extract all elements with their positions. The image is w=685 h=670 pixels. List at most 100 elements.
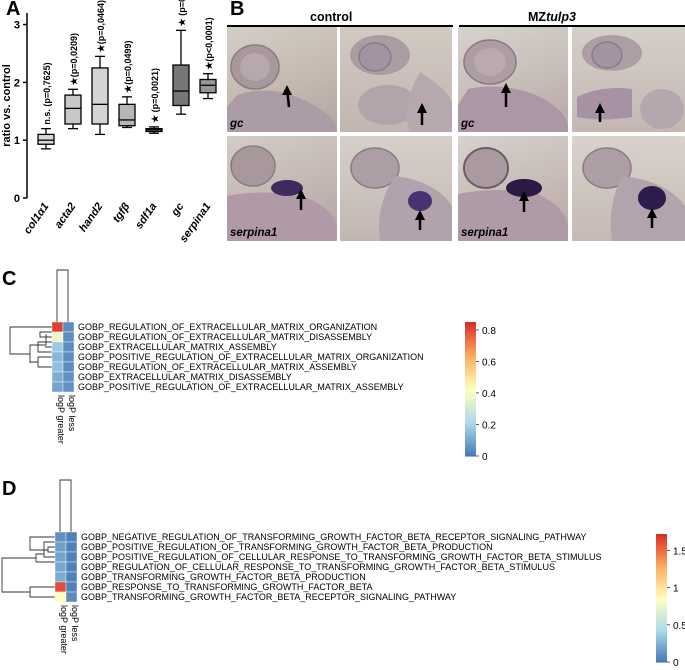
- colorbar-segment: [465, 359, 476, 363]
- colorbar-segment: [656, 621, 667, 625]
- significance-annotation: ★(p<0,0001): [204, 17, 214, 69]
- colorbar-segment: [656, 598, 667, 601]
- colorbar-segment: [656, 559, 667, 563]
- column-label: logP less: [67, 395, 77, 432]
- colorbar-segment: [656, 602, 667, 605]
- colorbar-segment: [465, 397, 476, 401]
- row-label: GOBP_RESPONSE_TO_TRANSFORMING_GROWTH_FAC…: [81, 582, 373, 592]
- colorbar-segment: [656, 593, 667, 597]
- colorbar-segment: [656, 632, 667, 635]
- colorbar-segment: [465, 453, 476, 457]
- colorbar-segment: [465, 424, 476, 428]
- colorbar-segment: [465, 373, 476, 377]
- photo-mutant-serpina1-ventral: [572, 136, 685, 241]
- colorbar-segment: [465, 351, 476, 354]
- colorbar-segment: [465, 444, 476, 448]
- colorbar-segment: [465, 426, 476, 430]
- colorbar-segment: [465, 409, 476, 412]
- row-label-gc: gc: [230, 118, 244, 130]
- colorbar-segment: [465, 422, 476, 426]
- heatmap-cell: [54, 591, 67, 603]
- colorbar-segment: [656, 563, 667, 567]
- colorbar-segment: [656, 649, 667, 652]
- arrow-icon: [647, 208, 657, 218]
- box: [172, 64, 190, 107]
- colorbar-segment: [656, 657, 667, 661]
- heatmap-cell: [65, 561, 78, 573]
- significance-annotation: ★ (p=0,0081): [177, 0, 187, 26]
- colorbar-segment: [656, 638, 667, 642]
- colorbar-segment: [656, 542, 667, 546]
- column-label: logP greater: [59, 605, 69, 654]
- colorbar-segment: [465, 371, 476, 374]
- box: [91, 67, 109, 125]
- colorbar-segment: [656, 551, 667, 554]
- column-dendrogram: [56, 269, 69, 322]
- embryo-image: [350, 35, 452, 132]
- colorbar-segment: [656, 570, 667, 573]
- photo-control-serpina1-ventral: [340, 136, 452, 241]
- colorbar-segment: [656, 610, 667, 614]
- heatmap-cell: [54, 531, 67, 543]
- panel-label-b: B: [230, 0, 245, 20]
- condition-label-mutant: MZtulp3: [528, 10, 576, 24]
- colorbar-segment: [656, 587, 667, 591]
- colorbar-tick-label: 0.4: [482, 389, 496, 400]
- heatmap-cell: [51, 331, 64, 343]
- heatmap-cell: [65, 591, 78, 603]
- arrow-icon: [282, 85, 292, 95]
- embryo-image: [350, 147, 452, 241]
- heatmap-cell: [62, 381, 75, 393]
- colorbar-segment: [465, 346, 476, 350]
- colorbar-segment: [465, 440, 476, 444]
- colorbar-segment: [656, 538, 667, 541]
- panel-label-a: A: [6, 0, 21, 20]
- arrow-icon: [595, 103, 605, 113]
- significance-annotation: ★(p=0,0209): [69, 33, 79, 85]
- condition-text: control: [310, 10, 353, 24]
- row-label: GOBP_NEGATIVE_REGULATION_OF_TRANSFORMING…: [81, 532, 586, 542]
- condition-label-control: control: [310, 10, 352, 24]
- colorbar-segment: [465, 380, 476, 383]
- row-label: GOBP_TRANSFORMING_GROWTH_FACTOR_BETA_REC…: [81, 592, 456, 602]
- row-dendrogram: [9, 326, 52, 368]
- heatmap-cell: [51, 381, 64, 393]
- condition-italic: tulp3: [546, 10, 576, 24]
- panel-label-d: D: [2, 478, 17, 500]
- heatmap-cell: [62, 341, 75, 353]
- colorbar-segment: [656, 623, 667, 627]
- condition-underline-mutant: [459, 25, 685, 27]
- colorbar-segment: [656, 642, 667, 646]
- colorbar-segment: [465, 447, 476, 450]
- heatmap-cell: [62, 321, 75, 333]
- colorbar-segment: [465, 386, 476, 390]
- colorbar-segment: [465, 353, 476, 357]
- colorbar-segment: [656, 615, 667, 618]
- row-label: GOBP_REGULATION_OF_EXTRACELLULAR_MATRIX_…: [78, 362, 357, 372]
- arrow-icon: [501, 83, 511, 93]
- colorbar-segment: [465, 368, 476, 372]
- embryo-image: [577, 35, 684, 129]
- arrow-icon: [415, 210, 425, 220]
- colorbar-segment: [465, 449, 476, 453]
- colorbar-segment: [656, 566, 667, 569]
- arrow-icon: [296, 189, 306, 199]
- category-label: hand2: [77, 201, 105, 234]
- heatmap-cell: [65, 551, 78, 563]
- significance-annotation: ★(p=0,0464): [96, 0, 106, 52]
- colorbar-segment: [465, 324, 476, 328]
- row-label: GOBP_REGULATION_OF_CELLULAR_RESPONSE_TO_…: [81, 562, 555, 572]
- colorbar-segment: [656, 572, 667, 576]
- colorbar-segment: [465, 344, 476, 348]
- photo-control-serpina1-lateral: serpina1: [227, 136, 337, 241]
- heatmap-cell: [65, 541, 78, 553]
- colorbar-segment: [465, 442, 476, 446]
- photo-mutant-gc-ventral: [572, 27, 685, 132]
- row-label: GOBP_REGULATION_OF_EXTRACELLULAR_MATRIX_…: [78, 322, 377, 332]
- colorbar-segment: [656, 580, 667, 584]
- colorbar-segment: [656, 568, 667, 571]
- arrow-icon: [417, 103, 427, 113]
- condition-underline-control: [227, 25, 453, 27]
- colorbar-segment: [465, 413, 476, 417]
- panel-label-c: C: [2, 268, 17, 290]
